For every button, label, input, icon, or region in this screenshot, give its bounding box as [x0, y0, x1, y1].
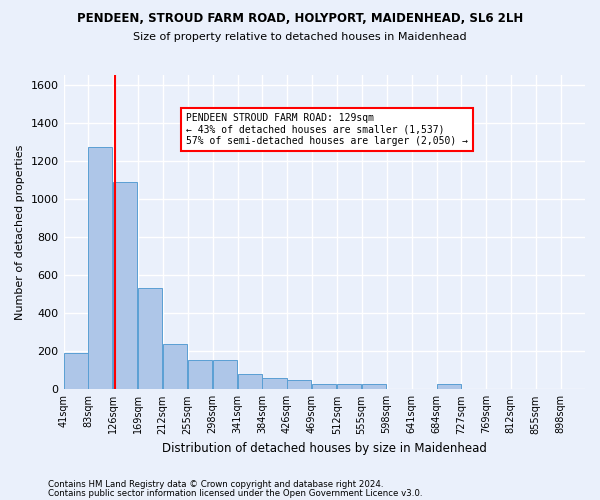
Bar — [212, 360, 237, 390]
Bar — [113, 182, 137, 390]
Bar — [312, 384, 336, 390]
Text: PENDEEN STROUD FARM ROAD: 129sqm
← 43% of detached houses are smaller (1,537)
57: PENDEEN STROUD FARM ROAD: 129sqm ← 43% o… — [186, 112, 468, 146]
Bar — [262, 378, 287, 390]
Text: Contains HM Land Registry data © Crown copyright and database right 2024.: Contains HM Land Registry data © Crown c… — [48, 480, 383, 489]
Bar — [337, 384, 361, 390]
X-axis label: Distribution of detached houses by size in Maidenhead: Distribution of detached houses by size … — [162, 442, 487, 455]
Bar — [362, 384, 386, 390]
Bar — [88, 148, 112, 390]
Text: Size of property relative to detached houses in Maidenhead: Size of property relative to detached ho… — [133, 32, 467, 42]
Bar — [287, 380, 311, 390]
Bar — [437, 384, 461, 390]
Text: Contains public sector information licensed under the Open Government Licence v3: Contains public sector information licen… — [48, 488, 422, 498]
Y-axis label: Number of detached properties: Number of detached properties — [15, 144, 25, 320]
Bar — [163, 344, 187, 390]
Text: PENDEEN, STROUD FARM ROAD, HOLYPORT, MAIDENHEAD, SL6 2LH: PENDEEN, STROUD FARM ROAD, HOLYPORT, MAI… — [77, 12, 523, 26]
Bar — [238, 374, 262, 390]
Bar — [138, 288, 162, 390]
Bar — [188, 360, 212, 390]
Bar — [64, 353, 88, 390]
